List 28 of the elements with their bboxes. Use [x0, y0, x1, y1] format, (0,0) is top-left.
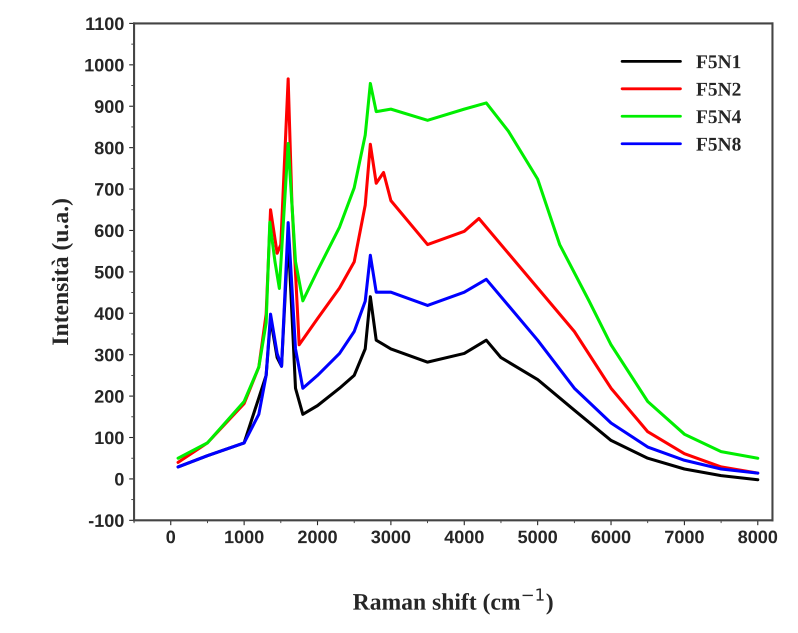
x-tick-label: 8000 — [738, 530, 778, 544]
x-tick-label: 7000 — [665, 530, 704, 544]
y-tick-label: 900 — [94, 100, 124, 113]
y-tick-label: 1000 — [85, 58, 124, 72]
y-tick-label: 0 — [115, 472, 124, 486]
x-tick-label: 1000 — [225, 530, 264, 544]
x-tick-label: 0 — [166, 530, 176, 544]
y-tick-label: 200 — [94, 390, 124, 403]
y-tick-label: 600 — [94, 224, 124, 238]
legend-label: F5N2 — [696, 82, 741, 96]
x-tick-label: 5000 — [518, 530, 557, 544]
y-tick-label: 700 — [94, 182, 124, 196]
y-tick-label: 100 — [95, 431, 124, 444]
legend-label: F5N8 — [696, 138, 741, 151]
y-tick-label: 400 — [94, 307, 124, 320]
x-tick-label: 4000 — [444, 530, 484, 544]
x-axis-title: Raman shift (cm$^{−1}$) — [353, 588, 553, 615]
x-tick-label: 6000 — [592, 530, 630, 544]
legend-label: F5N4 — [696, 110, 741, 124]
y-tick-label: 800 — [94, 142, 124, 154]
x-tick-label: 2000 — [298, 530, 337, 544]
x-tick-label: 3000 — [371, 530, 410, 544]
y-tick-label: -100 — [88, 514, 124, 528]
y-tick-label: 300 — [94, 348, 124, 362]
y-axis-title: Intensità (u.a.) — [52, 199, 74, 345]
y-tick-label: 1100 — [86, 17, 124, 30]
y-tick-label: 500 — [94, 266, 124, 279]
legend-label: F5N1 — [696, 55, 740, 68]
